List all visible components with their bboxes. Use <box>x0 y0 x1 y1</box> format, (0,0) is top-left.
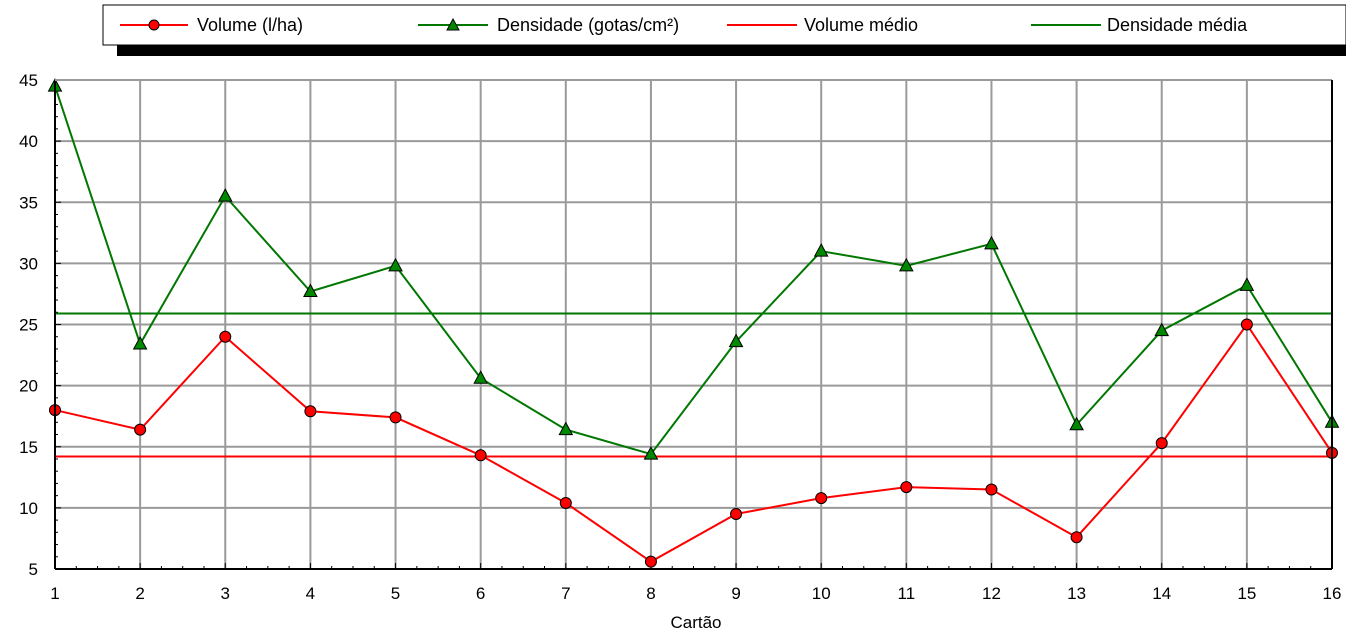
y-tick-label: 25 <box>19 316 38 335</box>
legend-label-volume-mean: Volume médio <box>804 15 918 35</box>
data-point-density <box>898 257 914 272</box>
legend-label-density-mean: Densidade média <box>1107 15 1248 35</box>
data-point-density <box>132 336 148 350</box>
legend-entry-volume-mean: Volume médio <box>727 15 918 35</box>
data-point-density <box>1069 416 1084 431</box>
x-tick-label: 5 <box>391 584 400 603</box>
data-point-volume <box>1155 437 1168 450</box>
x-tick-label: 3 <box>221 584 230 603</box>
y-tick-label: 10 <box>19 499 38 518</box>
data-point-density <box>984 235 999 250</box>
x-tick-label: 1 <box>50 584 59 603</box>
legend-marker-circle <box>148 19 160 31</box>
data-point-volume <box>1240 318 1253 331</box>
data-point-volume <box>1070 531 1083 544</box>
y-tick-label: 20 <box>19 377 38 396</box>
legend-label-density: Densidade (gotas/cm²) <box>497 15 679 35</box>
data-point-density <box>813 243 829 257</box>
x-tick-label: 8 <box>646 584 655 603</box>
data-point-volume <box>644 555 657 568</box>
x-tick-label: 14 <box>1152 584 1171 603</box>
data-point-density <box>1239 277 1255 291</box>
x-tick-label: 15 <box>1237 584 1256 603</box>
data-point-volume <box>219 330 232 343</box>
data-point-density <box>473 370 489 384</box>
legend-marker-triangle <box>446 17 460 31</box>
x-tick-label: 6 <box>476 584 485 603</box>
x-tick-label: 2 <box>135 584 144 603</box>
data-point-volume <box>985 483 998 496</box>
series-line-1 <box>54 85 1333 456</box>
x-axis-title: Cartão <box>670 613 721 632</box>
data-point-volume <box>474 449 487 462</box>
x-tick-label: 12 <box>982 584 1001 603</box>
x-tick-label: 11 <box>898 584 916 603</box>
legend-entry-volume: Volume (l/ha) <box>120 15 303 35</box>
x-tick-label: 4 <box>306 584 315 603</box>
y-tick-label: 30 <box>19 254 38 273</box>
data-point-volume <box>900 481 913 494</box>
y-tick-label: 15 <box>19 438 38 457</box>
legend-entry-density: Densidade (gotas/cm²) <box>418 15 679 35</box>
legend-entry-density-mean: Densidade média <box>1031 15 1248 35</box>
legend-box <box>102 4 1346 46</box>
x-tick-label: 13 <box>1067 584 1086 603</box>
data-point-density <box>643 446 659 460</box>
data-point-density <box>217 188 233 202</box>
data-point-density <box>558 421 574 436</box>
data-point-density <box>303 283 318 297</box>
data-point-density <box>728 333 744 348</box>
x-tick-label: 9 <box>731 584 740 603</box>
data-point-volume <box>559 496 572 509</box>
y-tick-label: 5 <box>29 560 38 579</box>
x-tick-label: 16 <box>1323 584 1342 603</box>
data-point-volume <box>134 423 147 436</box>
y-tick-label: 45 <box>19 71 38 90</box>
data-point-density <box>1154 322 1170 337</box>
data-point-volume <box>730 507 743 520</box>
data-point-volume <box>815 492 828 505</box>
x-tick-label: 10 <box>812 584 831 603</box>
data-point-volume <box>389 411 402 424</box>
data-point-volume <box>304 405 317 418</box>
x-tick-label: 7 <box>561 584 570 603</box>
legend: Volume (l/ha) Densidade (gotas/cm²) Volu… <box>102 4 1346 56</box>
y-tick-label: 40 <box>19 132 38 151</box>
data-point-density <box>388 257 403 272</box>
series-line-0 <box>54 322 1333 563</box>
y-tick-label: 35 <box>19 193 38 212</box>
legend-label-volume: Volume (l/ha) <box>197 15 303 35</box>
